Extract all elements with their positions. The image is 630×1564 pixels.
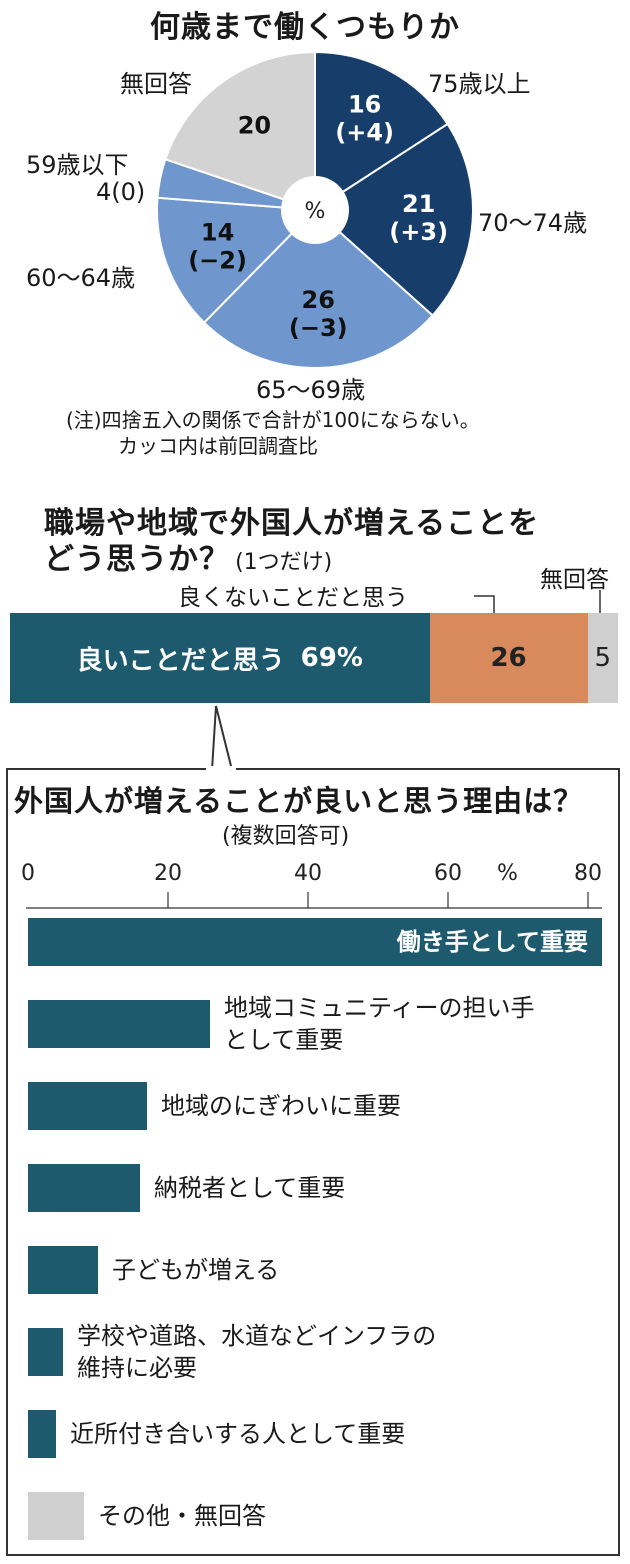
reasons-bar-chart: 0 20 40 60 80% bbox=[21, 861, 602, 1540]
x-tick-label-0: 0 bbox=[21, 861, 35, 886]
pie-change-2: (−3) bbox=[289, 314, 348, 342]
x-unit-label: % bbox=[497, 861, 518, 886]
label-60-64: 60〜64歳 bbox=[26, 264, 136, 292]
pie-slice-0 bbox=[314, 50, 449, 212]
stacked-title-line1: 職場や地域で外国人が増えることを bbox=[44, 506, 540, 541]
reason-label-7: その他・無回答 bbox=[98, 1500, 266, 1532]
segment-good: 良いことだと思う 69% bbox=[10, 613, 430, 703]
leader-not-good bbox=[474, 595, 495, 616]
reasons-box bbox=[6, 768, 620, 1556]
value-59-under: 4(0) bbox=[96, 178, 145, 206]
pie-slice-1 bbox=[313, 122, 474, 317]
label-no-answer: 無回答 bbox=[120, 70, 192, 98]
pie-change-1: (+3) bbox=[389, 218, 448, 246]
segment-good-value: 69% bbox=[300, 643, 363, 673]
pie-change-3: (−2) bbox=[188, 246, 247, 274]
reason-label-1-line-0: 地域コミュニティーの担い手 bbox=[224, 994, 535, 1022]
reason-bar-5 bbox=[28, 1328, 63, 1376]
reason-label-3: 納税者として重要 bbox=[154, 1172, 345, 1204]
pie-slice-5 bbox=[164, 50, 316, 212]
reason-label-2: 地域のにぎわいに重要 bbox=[161, 1090, 401, 1122]
reason-bar-2 bbox=[28, 1082, 147, 1130]
reasons-subtitle: (複数回答可) bbox=[222, 824, 350, 849]
reason-bar-1 bbox=[28, 1000, 210, 1048]
callout-connector bbox=[211, 705, 233, 771]
pie-value-3: 14 bbox=[201, 218, 234, 246]
label-59-under: 59歳以下 bbox=[26, 151, 129, 179]
reason-label-4-line-0: 子どもが増える bbox=[112, 1256, 280, 1284]
reason-label-1: 地域コミュニティーの担い手 として重要 bbox=[224, 992, 535, 1056]
reason-label-5: 学校や道路、水道などインフラの 維持に必要 bbox=[77, 1320, 436, 1384]
stacked-leader-lines bbox=[474, 590, 601, 616]
x-tick-label-60: 60 bbox=[434, 861, 462, 886]
reason-label-5-line-1: 維持に必要 bbox=[77, 1354, 197, 1382]
segment-not-good: 26 bbox=[429, 613, 588, 703]
pie-value-1: 21 bbox=[402, 190, 435, 218]
reason-bar-3 bbox=[28, 1164, 140, 1212]
reason-label-6-line-0: 近所付き合いする人として重要 bbox=[70, 1420, 406, 1448]
pie-chart: 16(+4) 21(+3) 26(−3) 14(−2) 20% bbox=[156, 50, 474, 369]
label-stacked-no-answer: 無回答 bbox=[540, 567, 609, 593]
segment-not-good-value: 26 bbox=[490, 643, 527, 673]
reason-label-0: 働き手として重要 bbox=[397, 926, 588, 958]
value-59-under-number: 4 bbox=[96, 178, 112, 206]
label-75-over: 75歳以上 bbox=[428, 70, 531, 98]
stacked-title-line2-wrap: どう思うか？ (1つだけ) bbox=[44, 534, 332, 578]
segment-good-name: 良いことだと思う bbox=[76, 645, 285, 676]
reason-label-3-line-0: 納税者として重要 bbox=[154, 1174, 346, 1202]
reason-bar-0 bbox=[28, 918, 602, 966]
label-65-69: 65〜69歳 bbox=[256, 376, 366, 404]
x-tick-label-40: 40 bbox=[294, 861, 322, 886]
pie-value-5: 20 bbox=[238, 111, 271, 139]
pie-center-label: % bbox=[305, 199, 326, 224]
label-70-74: 70〜74歳 bbox=[478, 209, 588, 237]
pie-slice-2 bbox=[202, 208, 435, 369]
pie-change-0: (+4) bbox=[335, 119, 394, 147]
label-not-good: 良くないことだと思う bbox=[178, 585, 408, 611]
pie-slice-3 bbox=[156, 196, 318, 325]
reason-label-0-line-0: 働き手として重要 bbox=[396, 928, 588, 956]
reason-label-5-line-0: 学校や道路、水道などインフラの bbox=[77, 1322, 437, 1350]
pie-title: 何歳まで働くつもりか bbox=[150, 10, 460, 45]
reason-bar-4 bbox=[28, 1246, 98, 1294]
value-59-under-change: (0) bbox=[111, 178, 146, 206]
pie-hole bbox=[281, 176, 349, 244]
x-tick-label-80: 80 bbox=[574, 861, 602, 886]
reason-bar-6 bbox=[28, 1410, 56, 1458]
segment-no-answer: 5 bbox=[587, 613, 618, 703]
pie-note-2: カッコ内は前回調査比 bbox=[118, 434, 318, 458]
reason-label-2-line-0: 地域のにぎわいに重要 bbox=[161, 1092, 401, 1120]
stacked-title-suffix: (1つだけ) bbox=[235, 550, 333, 575]
pie-value-2: 26 bbox=[302, 286, 335, 314]
segment-no-answer-value: 5 bbox=[594, 643, 612, 673]
box-notch bbox=[206, 766, 236, 770]
stacked-title-line2: どう思うか？ bbox=[44, 542, 230, 577]
reason-label-4: 子どもが増える bbox=[112, 1254, 279, 1286]
pie-value-0: 16 bbox=[348, 91, 381, 119]
reason-label-1-line-1: として重要 bbox=[224, 1026, 344, 1054]
reason-bar-7 bbox=[28, 1492, 84, 1540]
stacked-bar: 良いことだと思う 69% 26 5 bbox=[10, 613, 618, 703]
x-tick-label-20: 20 bbox=[154, 861, 182, 886]
reason-label-7-line-0: その他・無回答 bbox=[98, 1502, 266, 1530]
reasons-title: 外国人が増えることが良いと思う理由は？ bbox=[14, 784, 584, 818]
pie-note-1: (注)四捨五入の関係で合計が100にならない。 bbox=[66, 408, 480, 432]
reason-label-6: 近所付き合いする人として重要 bbox=[70, 1418, 405, 1450]
